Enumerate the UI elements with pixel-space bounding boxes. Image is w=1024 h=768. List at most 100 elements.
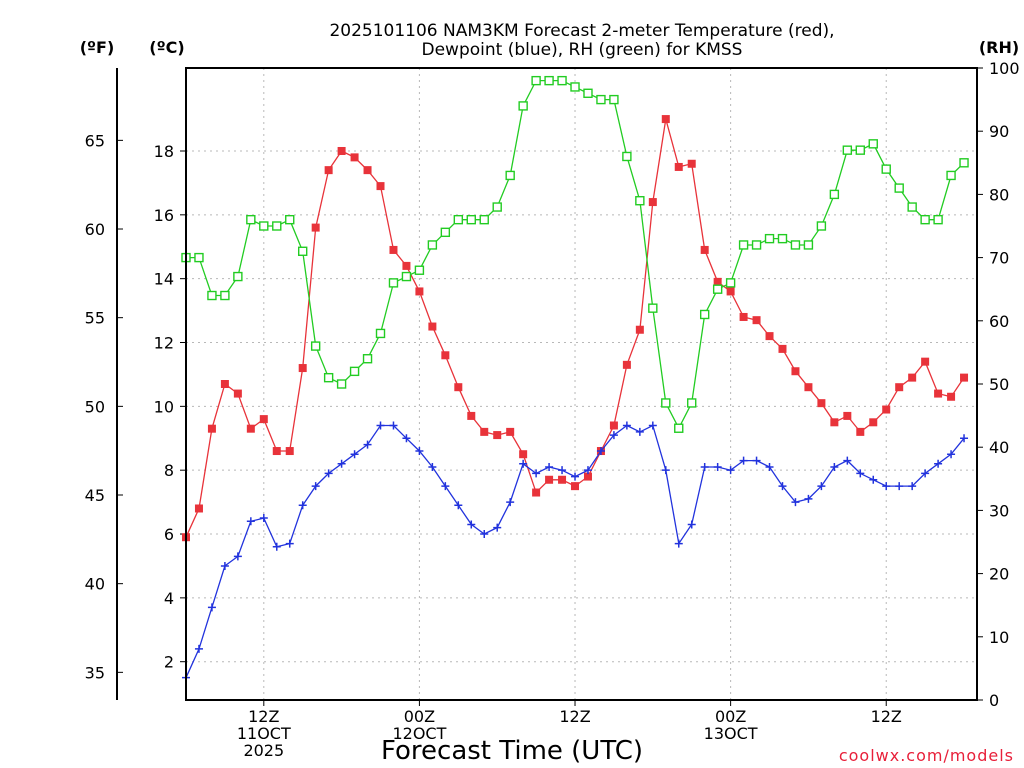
data-point-2-meter-temperature: [869, 418, 878, 427]
rh-unit-label: (RH): [979, 38, 1019, 57]
chart-title-line2: Dewpoint (blue), RH (green) for KMSS: [422, 40, 743, 60]
data-point-rh: [829, 189, 840, 200]
celsius-tick-label: 12: [154, 334, 174, 353]
data-point-dewpoint: [233, 552, 242, 561]
data-point-rh: [648, 303, 658, 313]
data-point-dewpoint: [752, 456, 761, 465]
data-point-dewpoint: [583, 466, 592, 475]
data-point-2-meter-temperature: [908, 373, 917, 382]
time-tick-label: 00Z: [715, 707, 746, 726]
data-point-rh: [246, 214, 256, 225]
data-point-2-meter-temperature: [506, 427, 515, 436]
x-axis-title: Forecast Time (UTC): [381, 736, 643, 766]
data-point-dewpoint: [506, 498, 515, 507]
data-point-2-meter-temperature: [895, 383, 904, 392]
data-point-rh: [570, 82, 580, 92]
data-point-2-meter-temperature: [194, 504, 203, 513]
data-point-2-meter-temperature: [843, 411, 852, 420]
celsius-tick-label: 4: [164, 589, 174, 608]
fahrenheit-tick-label: 50: [85, 397, 105, 416]
data-point-dewpoint: [389, 421, 398, 430]
celsius-unit-label: (ºC): [149, 38, 184, 57]
data-point-dewpoint: [493, 523, 502, 532]
data-point-dewpoint: [311, 482, 320, 491]
data-point-2-meter-temperature: [661, 115, 670, 124]
rh-tick-label: 10: [989, 628, 1009, 647]
data-point-dewpoint: [376, 421, 385, 430]
data-point-2-meter-temperature: [635, 325, 644, 334]
rh-tick-label: 30: [989, 501, 1009, 520]
celsius-tick-label: 10: [154, 397, 174, 416]
data-point-2-meter-temperature: [700, 245, 709, 254]
data-point-2-meter-temperature: [337, 146, 346, 155]
data-point-rh: [946, 170, 956, 181]
data-point-2-meter-temperature: [804, 383, 813, 392]
data-point-dewpoint: [635, 427, 644, 436]
data-point-rh: [285, 214, 295, 225]
celsius-axis: 2 4 6 8 10 12 14 16 18: [154, 142, 186, 672]
data-point-rh: [674, 423, 684, 433]
credit-text: coolwx.com/models: [839, 746, 1014, 765]
celsius-tick-label: 6: [164, 525, 174, 544]
data-point-2-meter-temperature: [921, 357, 930, 366]
time-tick-label: 13OCT: [704, 724, 758, 743]
data-point-dewpoint: [519, 459, 528, 468]
data-point-rh: [777, 233, 788, 244]
data-point-dewpoint: [272, 542, 281, 551]
data-point-rh: [920, 214, 930, 225]
data-point-dewpoint: [545, 462, 554, 471]
data-point-rh: [959, 158, 969, 168]
data-point-rh: [868, 139, 878, 149]
data-point-2-meter-temperature: [739, 312, 748, 321]
data-point-rh: [894, 183, 904, 193]
celsius-tick-label: 14: [154, 270, 174, 289]
data-point-2-meter-temperature: [609, 421, 618, 430]
data-point-2-meter-temperature: [960, 373, 969, 382]
data-point-rh: [323, 372, 334, 383]
time-tick-label: 11OCT: [237, 724, 291, 743]
data-point-2-meter-temperature: [454, 383, 463, 392]
celsius-tick-label: 8: [164, 461, 174, 480]
data-point-2-meter-temperature: [285, 447, 294, 456]
data-point-rh: [661, 398, 671, 408]
rh-tick-label: 70: [989, 249, 1009, 268]
data-point-dewpoint: [259, 514, 268, 523]
data-point-2-meter-temperature: [467, 411, 476, 420]
data-point-2-meter-temperature: [246, 424, 255, 433]
data-point-2-meter-temperature: [480, 427, 489, 436]
fahrenheit-tick-label: 60: [85, 220, 105, 239]
data-point-rh: [907, 202, 917, 212]
data-point-dewpoint: [791, 498, 800, 507]
data-point-2-meter-temperature: [376, 182, 385, 191]
data-point-rh: [881, 164, 891, 174]
rh-axis: 0 10 20 30 40 50 60 70 80 90 100: [977, 59, 1020, 710]
data-point-2-meter-temperature: [519, 450, 528, 459]
time-tick-label: 12Z: [871, 707, 902, 726]
data-point-2-meter-temperature: [558, 475, 567, 484]
data-point-2-meter-temperature: [583, 472, 592, 481]
data-point-dewpoint: [220, 561, 229, 570]
data-point-rh: [375, 328, 386, 339]
data-point-dewpoint: [415, 447, 424, 456]
data-point-2-meter-temperature: [648, 198, 657, 207]
data-point-dewpoint: [480, 530, 489, 539]
rh-tick-label: 90: [989, 122, 1009, 141]
time-tick-label: 12Z: [248, 707, 279, 726]
data-point-2-meter-temperature: [687, 159, 696, 168]
data-point-rh: [557, 75, 567, 86]
data-point-2-meter-temperature: [856, 427, 865, 436]
celsius-tick-label: 18: [154, 142, 174, 161]
data-point-2-meter-temperature: [415, 287, 424, 296]
grid-lines: [186, 68, 977, 700]
data-point-2-meter-temperature: [791, 367, 800, 376]
data-point-dewpoint: [739, 456, 748, 465]
data-point-dewpoint: [609, 431, 618, 440]
data-point-rh: [259, 221, 269, 231]
data-point-dewpoint: [713, 462, 722, 471]
data-point-dewpoint: [454, 501, 463, 510]
rh-tick-label: 20: [989, 565, 1009, 584]
data-point-rh: [699, 309, 710, 320]
data-point-rh: [272, 221, 282, 231]
data-point-rh: [531, 75, 541, 86]
data-point-2-meter-temperature: [220, 380, 229, 388]
